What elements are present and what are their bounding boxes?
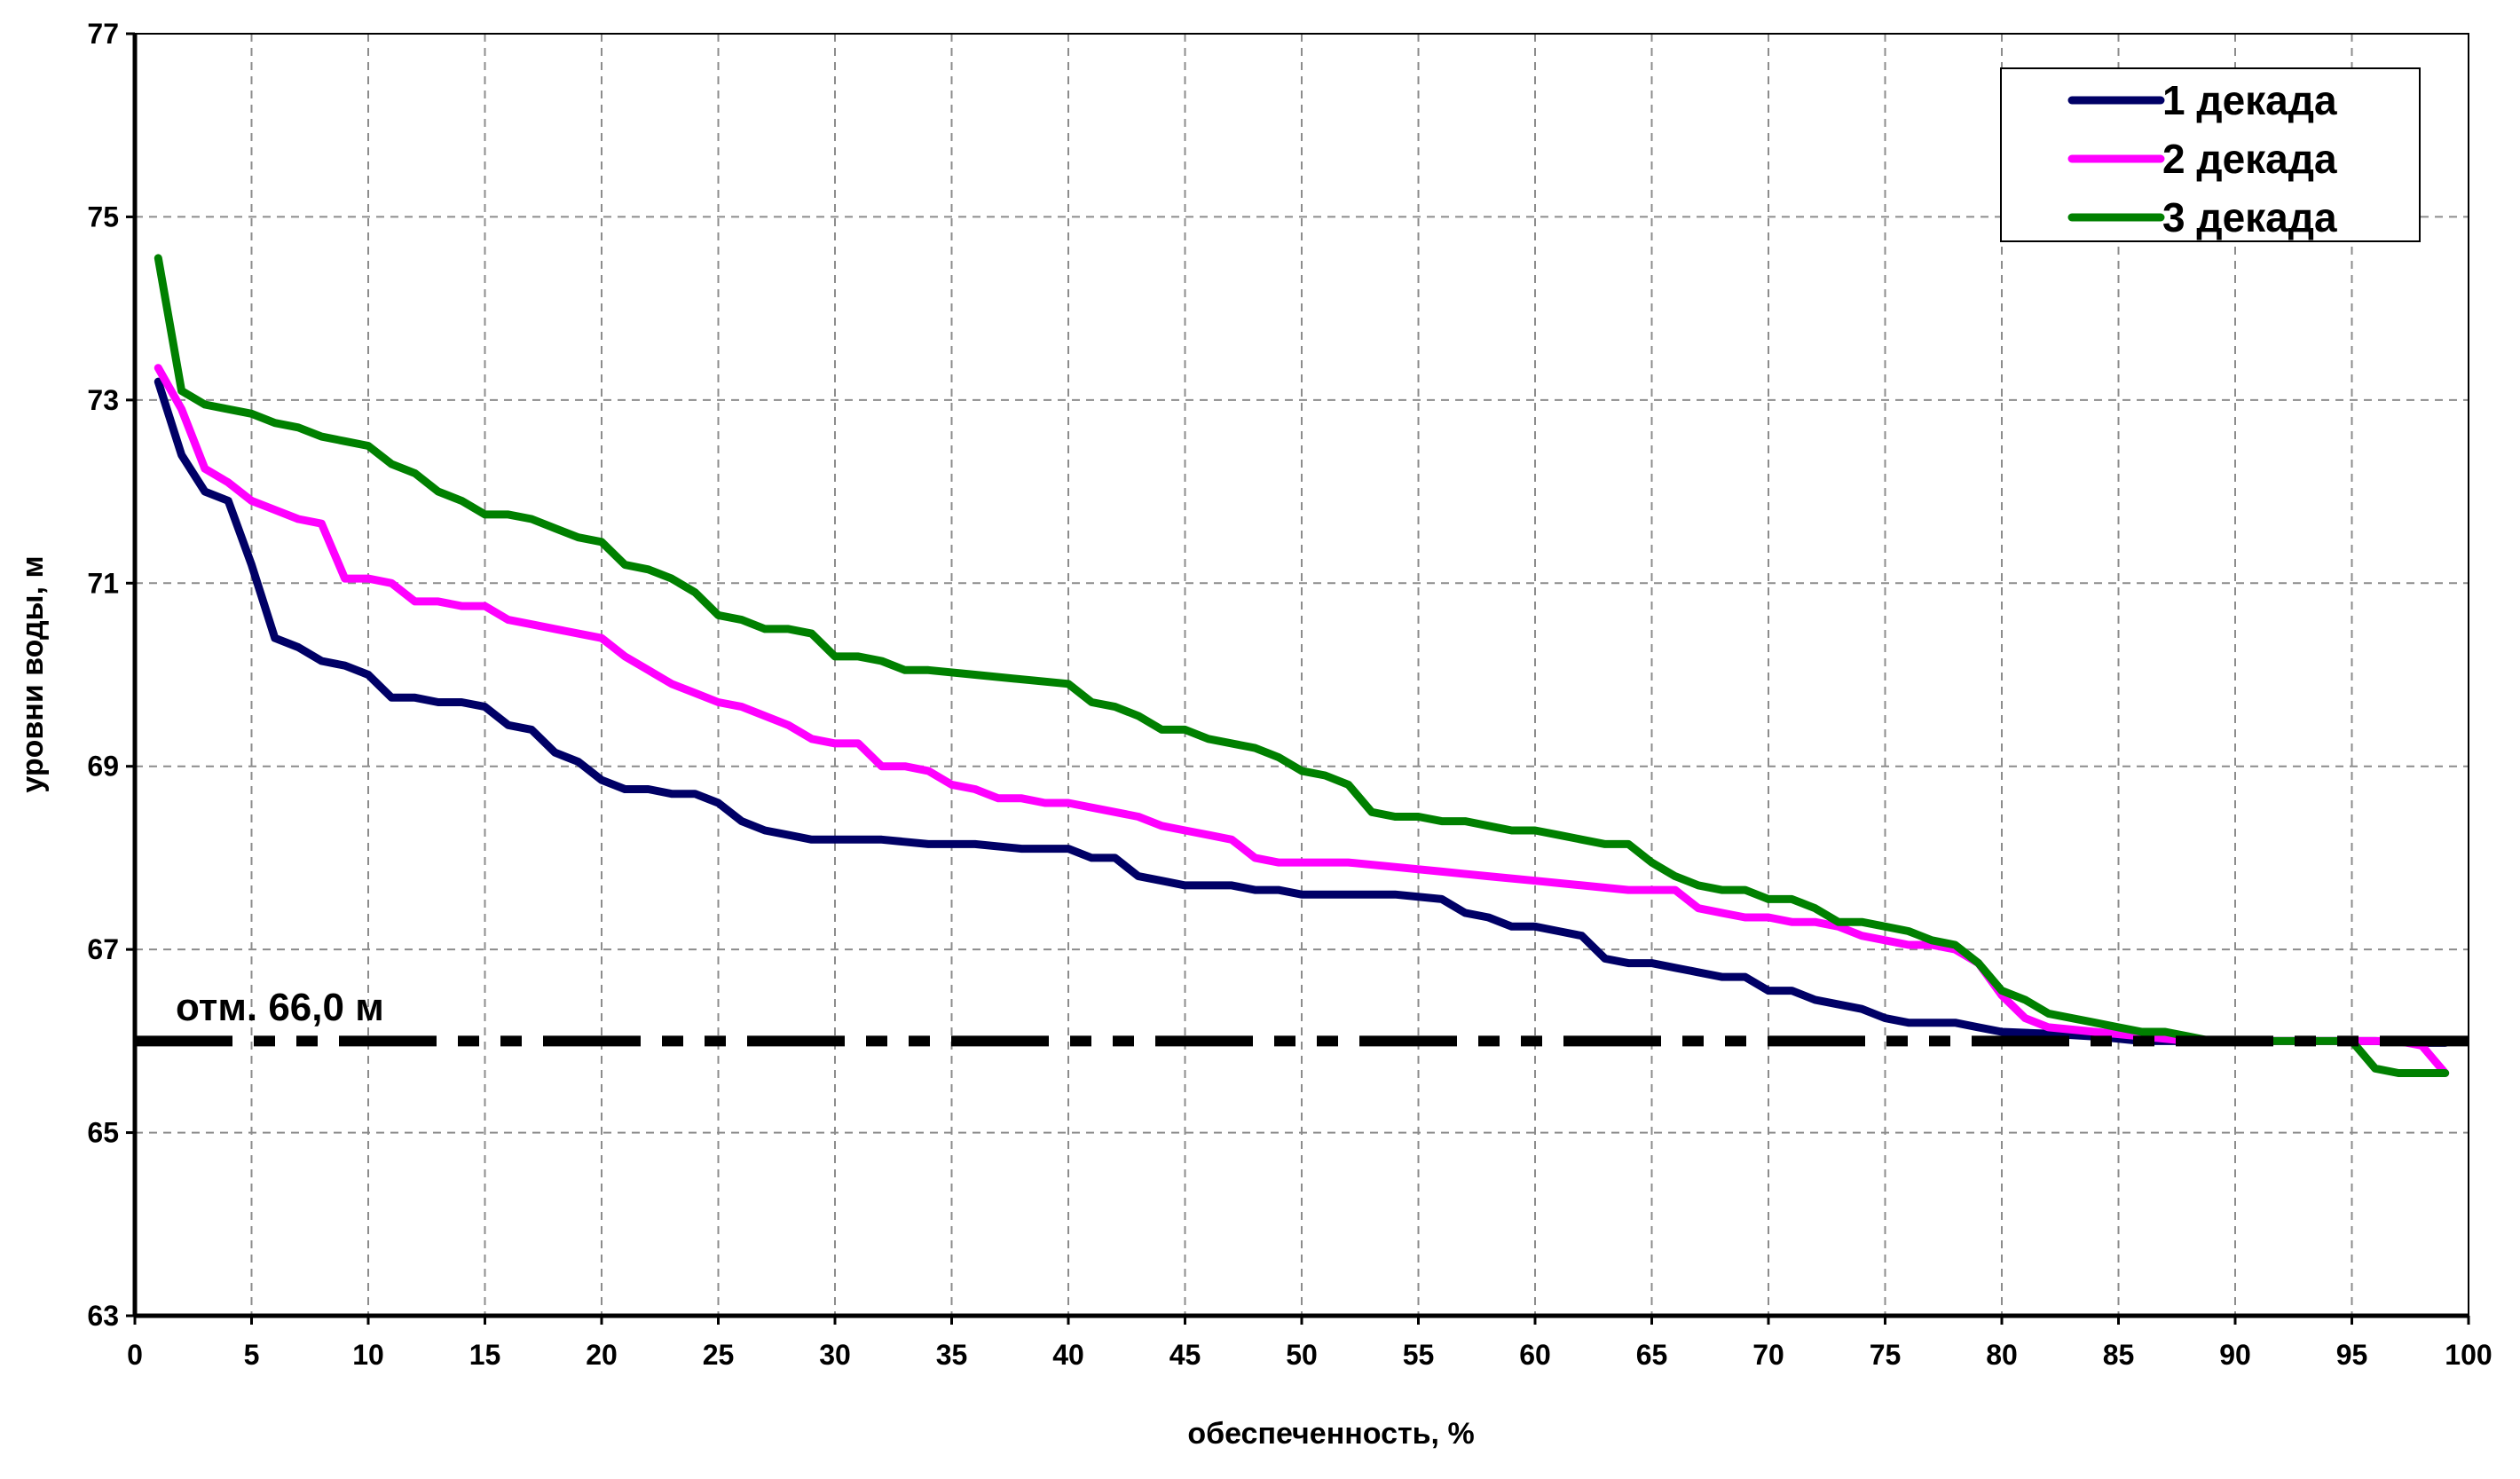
legend: 1 декада 2 декада 3 декада — [2000, 67, 2421, 242]
x-tick-label: 100 — [2445, 1339, 2492, 1371]
x-tick-label: 50 — [1286, 1339, 1318, 1371]
series-line-3 — [154, 254, 2450, 1077]
x-tick-label: 30 — [819, 1339, 851, 1371]
x-tick-label: 90 — [2219, 1339, 2251, 1371]
y-tick-label: 63 — [87, 1300, 119, 1332]
x-tick-label: 85 — [2103, 1339, 2135, 1371]
y-tick-label: 65 — [87, 1117, 119, 1149]
x-tick-label: 40 — [1052, 1339, 1084, 1371]
gridlines — [135, 34, 2469, 1316]
x-tick-label: 10 — [352, 1339, 384, 1371]
x-tick-label: 20 — [586, 1339, 618, 1371]
x-tick-label: 45 — [1169, 1339, 1201, 1371]
x-tick-label: 70 — [1752, 1339, 1784, 1371]
x-tick-label: 55 — [1403, 1339, 1435, 1371]
legend-label-1: 1 декада — [2162, 77, 2337, 123]
reference-line-label: отм. 66,0 м — [176, 986, 384, 1029]
series-line-1 — [154, 377, 2450, 1047]
x-tick-label: 65 — [1636, 1339, 1668, 1371]
x-tick-label: 60 — [1519, 1339, 1551, 1371]
x-tick-label: 0 — [127, 1339, 143, 1371]
y-tick-label: 75 — [87, 201, 119, 232]
x-tick-label: 95 — [2336, 1339, 2368, 1371]
y-tick-label: 77 — [87, 18, 119, 50]
y-tick-labels: 63 65 67 69 71 73 75 77 — [87, 18, 119, 1332]
x-tick-label: 80 — [1986, 1339, 2018, 1371]
y-tick-label: 67 — [87, 933, 119, 965]
x-tick-label: 35 — [936, 1339, 968, 1371]
x-tick-label: 25 — [703, 1339, 735, 1371]
axes — [126, 32, 2470, 1325]
x-tick-label: 5 — [244, 1339, 260, 1371]
legend-label-3: 3 декада — [2162, 194, 2337, 240]
y-tick-label: 69 — [87, 751, 119, 783]
legend-label-2: 2 декада — [2162, 136, 2337, 182]
x-axis-title: обеспеченность, % — [1187, 1417, 1474, 1451]
y-tick-label: 71 — [87, 567, 119, 599]
y-axis-title: уровни воды, м — [16, 555, 50, 792]
x-tick-label: 75 — [1870, 1339, 1902, 1371]
x-tick-labels: 0 5 10 15 20 25 30 35 40 45 50 55 60 65 70 75 80 85 90 95 10… — [127, 1339, 2492, 1371]
y-tick-label: 73 — [87, 384, 119, 416]
series-lines — [154, 254, 2450, 1077]
x-tick-label: 15 — [469, 1339, 501, 1371]
